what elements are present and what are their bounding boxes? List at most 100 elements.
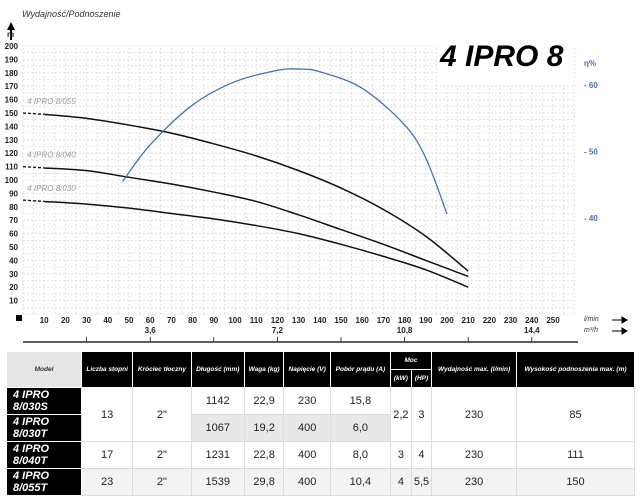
x2-tick-label: 3,6 [145,326,157,335]
kw-cell: 3 [389,441,412,469]
y-tick-label: 160 [5,96,19,105]
x-tick-label: 90 [209,316,218,325]
outlet-cell: 2" [132,468,192,496]
y-tick-label: 110 [5,163,18,172]
hp-cell: 4 [410,441,433,469]
x-tick-label: 200 [440,316,454,325]
table-row: 4 IPRO 8/055T 23 2" 1539 29,8 400 10,4 4… [6,468,635,496]
y-tick-label: 180 [5,69,19,78]
x-tick-label: 220 [483,316,497,325]
x-tick-label: 140 [313,316,327,325]
current-cell: 6,0 [329,414,391,442]
x-tick-label: 130 [292,316,306,325]
x-tick-label: 30 [82,316,91,325]
x-tick-label: 20 [61,316,70,325]
x-tick-label: 180 [398,316,412,325]
y-tick-label: 10 [9,297,18,306]
model-cell: 4 IPRO 8/055T [6,468,82,496]
efficiency-curve [122,68,448,215]
y-tick-label: 100 [5,176,19,185]
model-cell: 4 IPRO 8/030S [6,387,82,415]
current-cell: 8,0 [329,441,391,469]
qmax-cell: 230 [431,468,517,496]
table-row: 4 IPRO 8/030S 13 2" 1142 22,9 230 15,8 2… [6,387,635,442]
head-curve-dashed-start [22,165,45,169]
model-cell: 4 IPRO 8/030T [6,414,82,442]
y-tick-label: 130 [5,136,19,145]
hmax-cell: 85 [516,387,635,442]
x-tick-label: 70 [167,316,176,325]
current-cell: 15,8 [329,387,391,415]
x-tick-label: 170 [377,316,391,325]
x-tick-label: 40 [103,316,112,325]
x-tick-label: 10 [40,316,49,325]
origin-marker [16,315,22,321]
weight-cell: 22,8 [243,441,285,469]
stages-cell: 17 [80,441,134,469]
model-cell: 4 IPRO 8/040T [6,441,82,469]
x-tick-label: 160 [356,316,370,325]
y-tick-label: 140 [5,122,19,131]
head-curve-dashed-start [22,112,45,115]
y-tick-label: 80 [9,203,18,212]
x-tick-label: 80 [188,316,197,325]
x-tick-label: 50 [125,316,134,325]
qmax-cell: 230 [431,441,517,469]
x-tick-label: 250 [546,316,560,325]
x2-tick-label: 14,4 [524,326,540,335]
y2-tick-label: - 60 [584,81,598,90]
x-tick-label: 120 [271,316,285,325]
voltage-cell: 400 [283,468,331,496]
y-tick-label: 200 [5,42,19,51]
spec-table: Model Liczba stopni Króciec tłoczny Dług… [6,351,635,496]
table-row: 4 IPRO 8/030T 1067 19,2 400 6,0 [6,414,635,442]
weight-cell: 19,2 [243,414,285,442]
header-power: Moc [389,351,433,370]
voltage-cell: 230 [283,387,331,415]
hmax-cell: 111 [516,441,635,469]
pump-curve-chart: 4 IPRO 8/055 4 IPRO 8/040 4 IPRO 8/030 10 2… [5,9,628,343]
y-tick-label: 150 [5,109,19,118]
outlet-cell: 2" [132,441,192,469]
curve-label: 4 IPRO 8/040 [27,151,76,160]
hmax-cell: 150 [516,468,635,496]
y-tick-label: 20 [9,283,18,292]
qmax-cell: 230 [431,387,517,442]
x-tick-label: 110 [250,316,263,325]
x-tick-label: 230 [504,316,518,325]
x-axis-arrow-icon [612,316,628,335]
x-tick-label: 100 [228,316,242,325]
y-unit: m [7,30,14,39]
x-unit: l/min [584,316,599,323]
header-model: Model [6,351,82,388]
voltage-cell: 400 [283,414,331,442]
header-stages: Liczba stopni [80,351,134,388]
x-tick-label: 210 [462,316,476,325]
y-tick-label: 120 [5,149,19,158]
header-hp: (HP) [410,369,433,388]
x-tick-label: 190 [419,316,433,325]
length-cell: 1142 [190,387,245,415]
y-tick-label: 170 [5,82,19,91]
head-curve-dashed-start [22,199,45,203]
hp-cell: 5,5 [410,468,433,496]
length-cell: 1231 [190,441,245,469]
outlet-cell: 2" [132,387,192,442]
chart-title: 4 IPRO 8 [439,40,564,73]
header-qmax: Wydajność max. (l/min) [431,351,517,388]
stages-cell: 13 [80,387,134,442]
header-voltage: Napięcie (V) [283,351,331,388]
x2-unit: m³/h [584,327,598,334]
weight-cell: 29,8 [243,468,285,496]
kw-cell: 4 [389,468,412,496]
x-tick-label: 60 [146,316,155,325]
y-tick-label: 70 [9,216,18,225]
head-curve [44,113,469,272]
x-tick-label: 150 [334,316,348,325]
y2-unit: η% [584,59,596,68]
head-curve [44,167,469,278]
hp-cell: 3 [410,387,433,442]
y-tick-label: 90 [9,189,18,198]
x2-tick-label: 10,8 [397,326,413,335]
x2-tick-label: 7,2 [272,326,284,335]
